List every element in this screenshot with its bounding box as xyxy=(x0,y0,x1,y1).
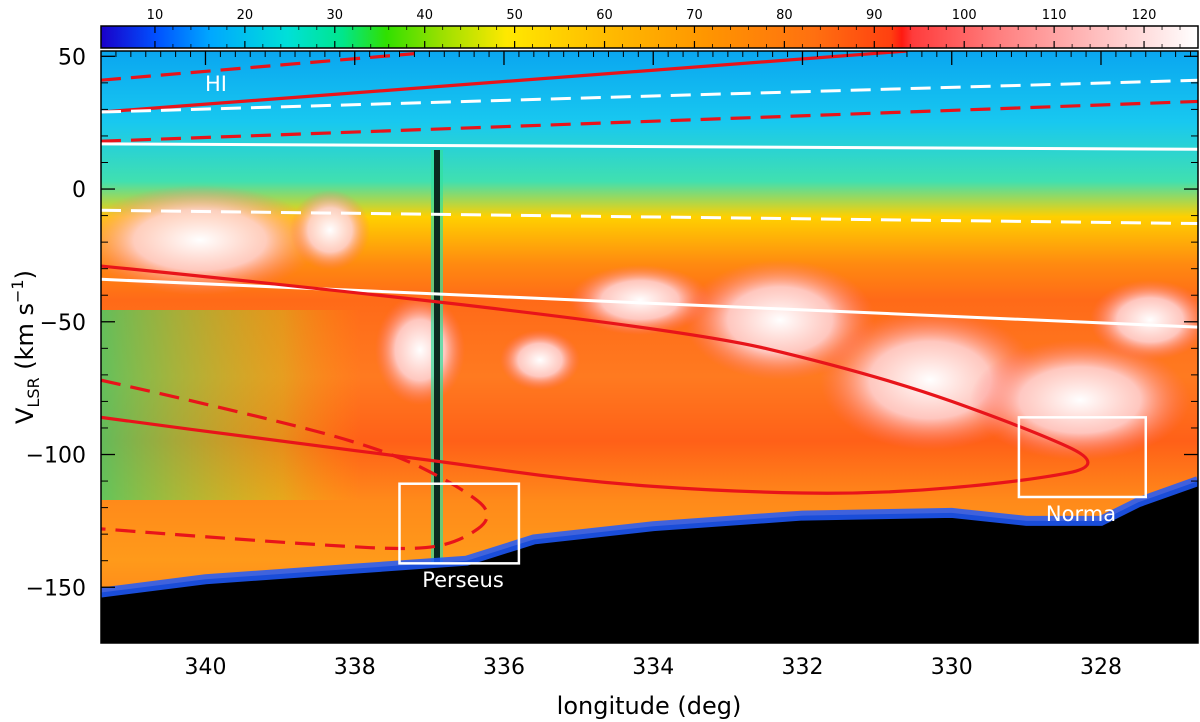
y-axis-title: VLSR (km s−1) xyxy=(8,270,43,424)
x-tick-label: 338 xyxy=(334,655,376,680)
velocity-curves xyxy=(101,51,1198,551)
colorbar-tick-label: 10 xyxy=(147,8,164,23)
heatmap-bright-patch xyxy=(1090,280,1198,360)
heatmap-bright-patch xyxy=(570,265,710,335)
colorbar-tick-label: 120 xyxy=(1132,8,1157,23)
plot-frame xyxy=(100,50,1199,644)
heatmap xyxy=(101,51,1198,643)
annotation-perseus: Perseus xyxy=(422,568,504,592)
curve-white-solid xyxy=(101,277,1198,329)
x-tick-label: 334 xyxy=(632,655,674,680)
x-tick-label: 328 xyxy=(1080,655,1122,680)
x-tick-label: 332 xyxy=(781,655,823,680)
box-norma xyxy=(1017,416,1148,499)
colorbar-tick-label: 50 xyxy=(506,8,523,23)
y-axis-title-sub: LSR xyxy=(24,377,43,407)
curve-red-solid xyxy=(101,51,908,114)
y-tick-label: −50 xyxy=(40,311,86,336)
colorbar-tick-label: 20 xyxy=(237,8,254,23)
colorbar-tick-label: 70 xyxy=(686,8,703,23)
curve-red-solid xyxy=(101,264,1090,495)
heatmap-bright-patch xyxy=(290,190,370,270)
box-perseus xyxy=(398,482,521,565)
y-axis-title-units: (km s xyxy=(11,303,39,377)
colorbar-tick-label: 40 xyxy=(416,8,433,23)
curve-white-dashed xyxy=(101,78,1198,114)
region-boxes xyxy=(398,416,1148,565)
y-axis-title-units-close: ) xyxy=(11,270,39,279)
no-emission-region xyxy=(101,481,1198,643)
y-tick-label: 0 xyxy=(72,178,86,203)
heatmap-bright-patch xyxy=(685,260,875,380)
colorbar-ticks: 10 20 30 40 50 60 70 80 90 100 110 120 xyxy=(147,8,1199,48)
colorbar-tick-label: 110 xyxy=(1042,8,1067,23)
heatmap-bright-patch xyxy=(500,330,580,390)
x-tick-label: 336 xyxy=(483,655,525,680)
heatmap-emission-spike xyxy=(431,150,434,570)
y-tick-label: −150 xyxy=(26,576,86,601)
curve-white-solid xyxy=(101,142,1198,151)
x-axis-title: longitude (deg) xyxy=(557,692,742,720)
y-axis-title-units-sup: −1 xyxy=(8,279,27,303)
y-tick-label: 50 xyxy=(58,45,86,70)
emission-edge xyxy=(101,476,1198,598)
y-axis-title-main: V xyxy=(11,407,39,424)
curve-white-dashed xyxy=(101,208,1198,226)
heatmap-emission-spike xyxy=(434,150,440,570)
heatmap-bright-patch xyxy=(375,295,465,405)
heatmap-left-green-region xyxy=(101,310,361,500)
colorbar-tick-label: 80 xyxy=(776,8,793,23)
curve-red-dashed xyxy=(101,52,415,82)
colorbar xyxy=(100,25,1199,49)
colorbar-tick-label: 30 xyxy=(327,8,344,23)
colorbar-tick-label: 90 xyxy=(866,8,883,23)
x-tick-label: 330 xyxy=(931,655,973,680)
y-tick-label: −100 xyxy=(26,444,86,469)
axes: 340 338 336 334 332 330 328 50 0 −50 −100 −150 xyxy=(26,45,1198,680)
curve-red-dashed xyxy=(101,378,489,551)
annotation-norma: Norma xyxy=(1046,502,1116,526)
x-tick-label: 340 xyxy=(184,655,226,680)
heatmap-emission-spike xyxy=(440,150,443,570)
colorbar-tick-label: 60 xyxy=(596,8,613,23)
curve-red-dashed xyxy=(101,99,1198,143)
annotation-hi: HI xyxy=(205,72,227,96)
colorbar-tick-label: 100 xyxy=(952,8,977,23)
